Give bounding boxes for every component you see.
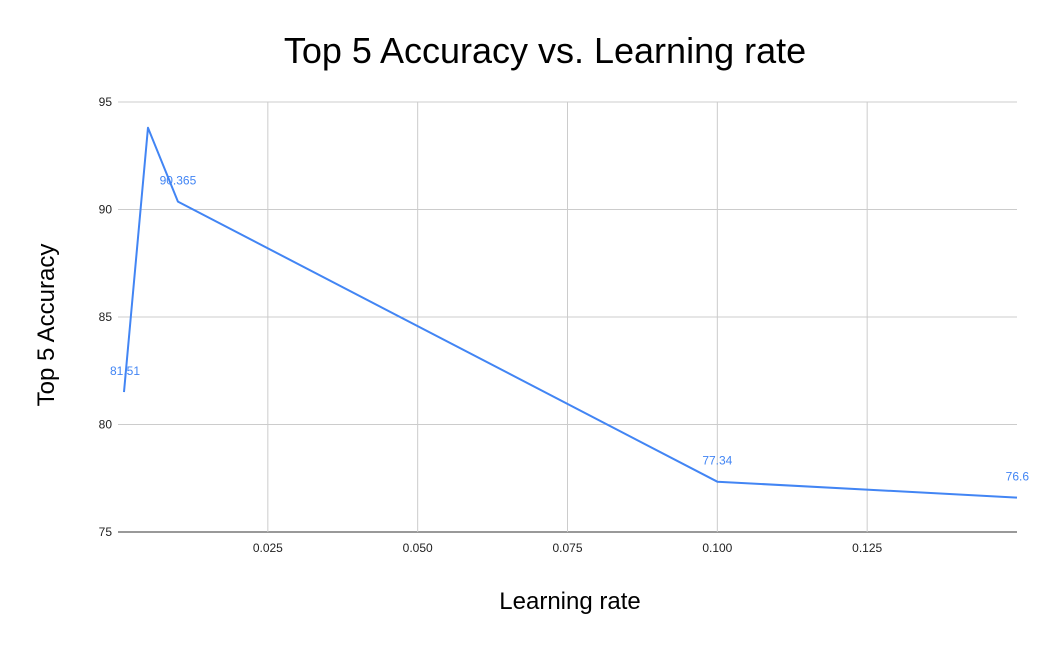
x-axis-label: Learning rate	[499, 588, 641, 615]
y-tick-label: 85	[99, 310, 113, 324]
x-tick-label: 0.100	[702, 541, 732, 555]
x-tick-label: 0.125	[852, 541, 882, 555]
y-tick-label: 80	[99, 418, 113, 432]
data-label: 77.34	[702, 454, 732, 468]
y-tick-label: 90	[99, 203, 113, 217]
y-tick-label: 95	[99, 95, 113, 109]
x-tick-label: 0.075	[552, 541, 582, 555]
y-tick-label: 75	[99, 525, 113, 539]
data-label: 90.365	[160, 174, 197, 188]
series-line	[122, 126, 1018, 499]
x-tick-label: 0.050	[403, 541, 433, 555]
data-label: 76.6	[1006, 470, 1030, 484]
data-label: 81.51	[110, 364, 140, 378]
y-axis-label: Top 5 Accuracy	[33, 243, 60, 407]
chart-title: Top 5 Accuracy vs. Learning rate	[283, 30, 807, 71]
x-tick-label: 0.025	[253, 541, 283, 555]
